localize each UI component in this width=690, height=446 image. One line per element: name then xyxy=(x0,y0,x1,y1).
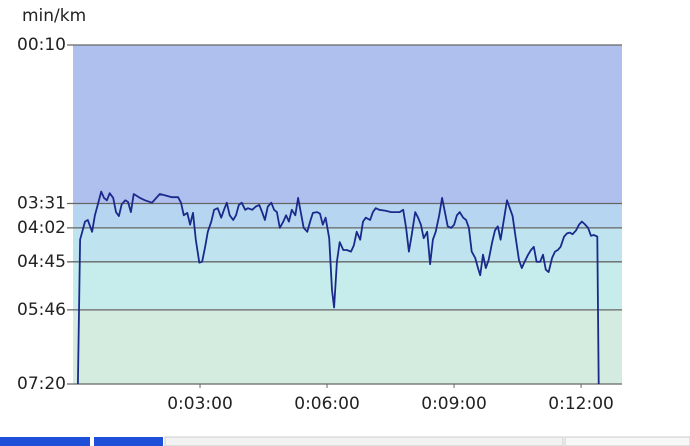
pace-zone xyxy=(73,309,622,384)
x-tick-label: 0:06:00 xyxy=(294,394,360,414)
y-tick-label: 03:31 xyxy=(17,193,66,213)
pace-zone xyxy=(73,261,622,310)
x-tick-label: 0:03:00 xyxy=(167,394,233,414)
tab[interactable] xyxy=(0,437,90,446)
x-tick-label: 0:09:00 xyxy=(421,394,487,414)
tab[interactable] xyxy=(164,436,564,446)
y-tick-label: 00:10 xyxy=(17,35,66,55)
y-tick-label: 05:46 xyxy=(17,300,66,320)
y-tick-label: 07:20 xyxy=(17,374,66,394)
y-tick-label: 04:45 xyxy=(17,252,66,272)
pace-zone xyxy=(73,45,622,204)
y-tick-label: 04:02 xyxy=(17,218,66,238)
x-tick-label: 0:12:00 xyxy=(548,394,614,414)
tab[interactable] xyxy=(564,436,690,446)
y-axis-label: min/km xyxy=(22,6,86,26)
pace-zone xyxy=(73,227,622,262)
tab[interactable] xyxy=(94,437,163,446)
pace-line xyxy=(77,190,600,385)
pace-zone xyxy=(73,203,622,228)
